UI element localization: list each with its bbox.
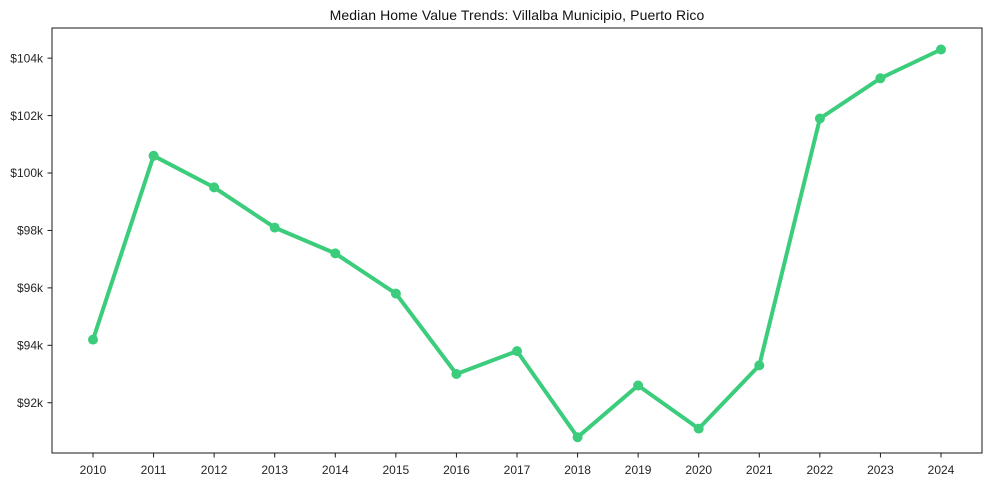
data-point-2010 bbox=[88, 334, 98, 345]
x-axis-ticks: 2010 2011 2012 2013 2014 2015 2016 2017 2018 2019… bbox=[80, 453, 955, 477]
y-tick-label: $92k bbox=[17, 396, 44, 410]
data-point-2015 bbox=[390, 288, 401, 299]
data-point-2024 bbox=[936, 44, 946, 55]
x-tick-label: 2015 bbox=[383, 463, 410, 477]
data-point-2014 bbox=[330, 248, 341, 259]
x-tick-label: 2017 bbox=[504, 463, 531, 477]
data-point-2021 bbox=[754, 360, 765, 371]
y-tick-label: $94k bbox=[17, 339, 44, 353]
plot-frame bbox=[51, 27, 983, 454]
y-tick-label: $100k bbox=[10, 166, 44, 180]
data-point-2018 bbox=[572, 432, 583, 443]
trend-line bbox=[91, 47, 943, 440]
y-tick-label: $104k bbox=[10, 51, 44, 65]
x-tick-label: 2014 bbox=[322, 463, 349, 477]
x-tick-label: 2019 bbox=[625, 463, 652, 477]
y-axis-ticks: $92k $94k $96k $98k $100k $102k $104k bbox=[10, 51, 52, 410]
data-point-2022 bbox=[814, 113, 825, 124]
y-tick-label: $102k bbox=[10, 109, 44, 123]
y-tick-label: $98k bbox=[17, 224, 44, 238]
data-point-2016 bbox=[451, 369, 462, 379]
x-tick-label: 2024 bbox=[928, 463, 955, 477]
x-tick-label: 2023 bbox=[867, 463, 894, 477]
y-tick-label: $96k bbox=[17, 281, 44, 295]
plot-border bbox=[51, 27, 983, 454]
x-tick-label: 2013 bbox=[261, 463, 288, 477]
x-tick-label: 2012 bbox=[201, 463, 228, 477]
x-tick-label: 2010 bbox=[80, 463, 107, 477]
data-point-2019 bbox=[633, 380, 644, 391]
data-point-2023 bbox=[875, 73, 886, 84]
data-point-2020 bbox=[693, 423, 704, 434]
data-point-2012 bbox=[209, 182, 220, 193]
trend-line-series bbox=[88, 44, 946, 443]
x-tick-label: 2022 bbox=[807, 463, 834, 477]
x-tick-label: 2016 bbox=[443, 463, 470, 477]
x-tick-label: 2011 bbox=[141, 463, 167, 477]
data-point-2011 bbox=[148, 150, 159, 161]
chart-title: Median Home Value Trends: Villalba Munic… bbox=[329, 7, 705, 23]
x-tick-label: 2020 bbox=[685, 463, 712, 477]
data-point-2017 bbox=[512, 346, 522, 357]
x-tick-label: 2021 bbox=[746, 463, 773, 477]
x-tick-label: 2018 bbox=[564, 463, 591, 477]
data-point-2013 bbox=[269, 222, 280, 233]
